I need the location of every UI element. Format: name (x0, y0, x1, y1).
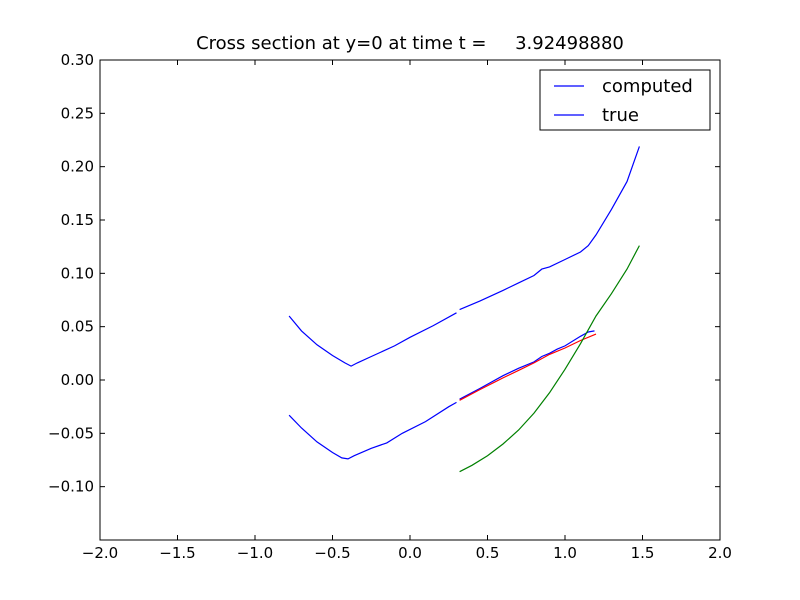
x-tick-label: −0.5 (314, 544, 350, 562)
y-tick-label: 0.25 (61, 104, 94, 122)
x-tick-label: 0.0 (398, 544, 422, 562)
series-line-6 (459, 245, 640, 473)
y-tick-label: −0.05 (48, 424, 94, 442)
plot-lines (288, 146, 640, 473)
x-tick-label: −1.5 (159, 544, 195, 562)
y-tick-label: 0.10 (61, 264, 94, 282)
y-tick-label: 0.20 (61, 158, 94, 176)
legend-box (539, 69, 711, 131)
y-tick-label: −0.10 (48, 478, 94, 496)
x-tick-label: −2.0 (82, 544, 118, 562)
y-tick-label: 0.30 (61, 51, 94, 69)
axis-ticks: −2.0 −1.5 −1.0 −0.5 0.0 0.5 1.0 1.5 2.0 −0.10 −0.0… (48, 51, 732, 562)
x-tick-label: 1.0 (553, 544, 577, 562)
series-line-5 (459, 333, 597, 401)
legend: computed true (539, 69, 711, 131)
x-tick-label: 1.5 (631, 544, 655, 562)
y-tick-label: 0.05 (61, 318, 94, 336)
x-tick-label: 0.5 (476, 544, 500, 562)
x-tick-label: −1.0 (237, 544, 273, 562)
series-line-1 (288, 312, 457, 367)
series-line-2 (459, 146, 640, 311)
legend-label: computed (602, 76, 693, 97)
series-line-3 (288, 401, 457, 460)
series-line-4 (459, 330, 595, 400)
x-tick-label: 2.0 (708, 544, 732, 562)
y-tick-label: 0.00 (61, 371, 94, 389)
legend-label: true (602, 105, 639, 126)
chart-title: Cross section at y=0 at time t = 3.92498… (196, 33, 624, 54)
y-tick-label: 0.15 (61, 211, 94, 229)
